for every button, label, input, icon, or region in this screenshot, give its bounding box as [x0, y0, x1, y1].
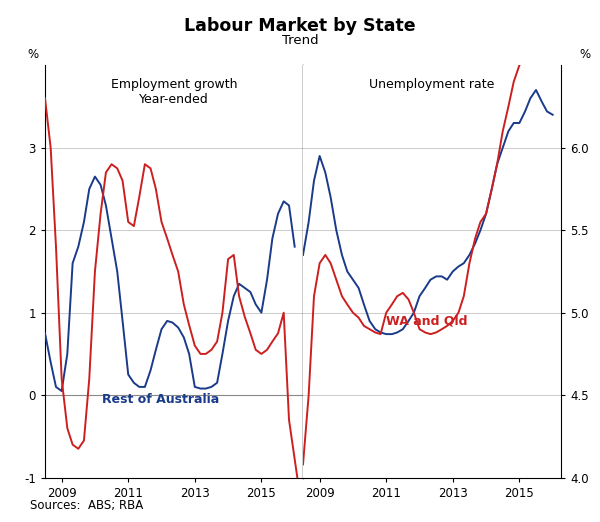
Text: WA and Qld: WA and Qld: [386, 314, 467, 327]
Text: Employment growth
Year-ended: Employment growth Year-ended: [111, 78, 237, 105]
Text: Sources:  ABS; RBA: Sources: ABS; RBA: [30, 499, 143, 512]
Text: Rest of Australia: Rest of Australia: [103, 393, 220, 406]
Text: Labour Market by State: Labour Market by State: [184, 17, 416, 34]
Text: Unemployment rate: Unemployment rate: [370, 78, 494, 91]
Text: %: %: [579, 48, 590, 61]
Text: %: %: [27, 48, 38, 61]
Text: Trend: Trend: [281, 34, 319, 47]
